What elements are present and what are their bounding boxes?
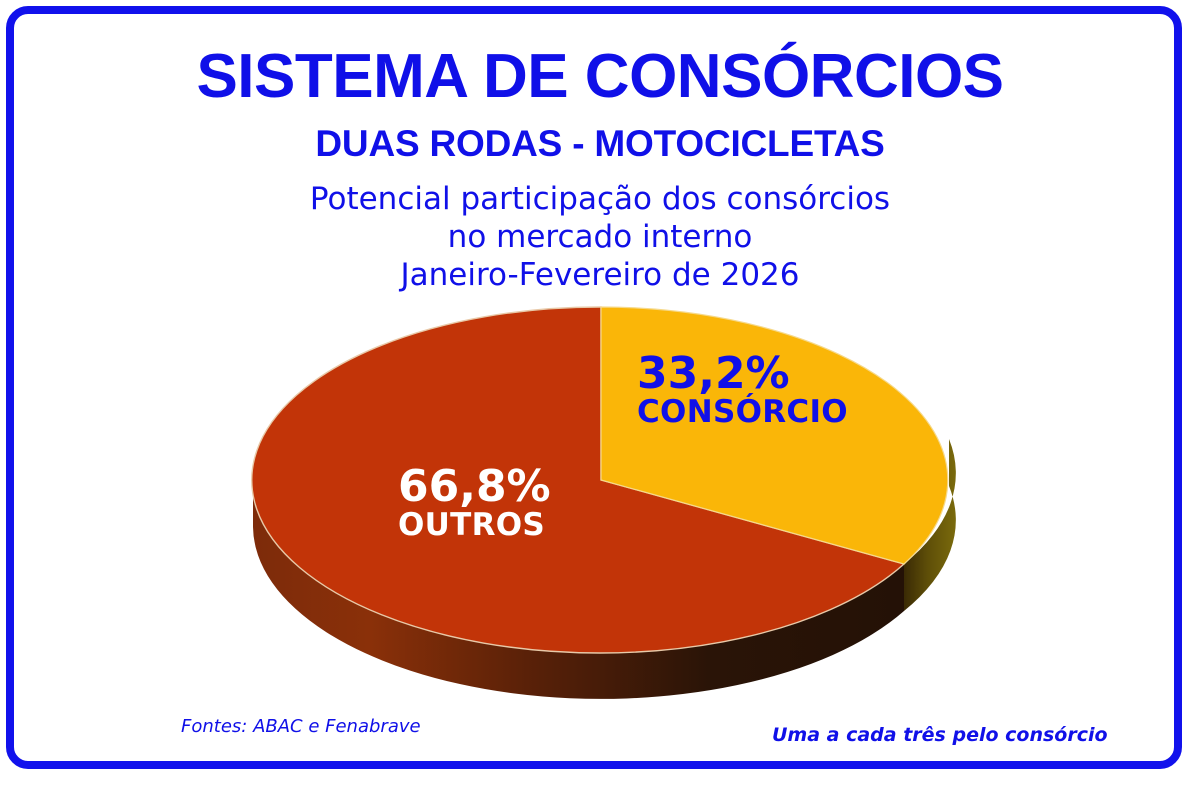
consorcio-slice-side xyxy=(904,439,956,611)
consorcio-category-name: CONSÓRCIO xyxy=(637,393,848,430)
consorcio-slice-top xyxy=(600,306,949,565)
caption-line-1: Potencial participação dos consórcios xyxy=(309,181,891,217)
outros-category-name: OUTROS xyxy=(398,506,546,543)
caption-line-2: no mercado interno xyxy=(447,219,753,255)
tagline-note: Uma a cada três pelo consórcio xyxy=(772,724,1108,746)
consorcio-percent-value: 33,2% xyxy=(637,348,790,399)
outros-slice-side xyxy=(253,480,904,699)
page-title: SISTEMA DE CONSÓRCIOS xyxy=(196,42,1004,111)
page-subtitle: DUAS RODAS - MOTOCICLETAS xyxy=(315,123,885,164)
caption-line-3: Janeiro-Fevereiro de 2026 xyxy=(400,257,800,293)
source-note: Fontes: ABAC e Fenabrave xyxy=(181,716,421,737)
chart-header: SISTEMA DE CONSÓRCIOS DUAS RODAS - MOTOC… xyxy=(0,0,1200,294)
chart-caption: Potencial participação dos consórcios no… xyxy=(0,180,1200,294)
outros-slice-top xyxy=(251,306,906,654)
consorcio-slice-label: 33,2% CONSÓRCIO xyxy=(637,348,848,430)
outros-percent-value: 66,8% xyxy=(398,461,551,512)
outros-slice-label: 66,8% OUTROS xyxy=(398,461,551,543)
